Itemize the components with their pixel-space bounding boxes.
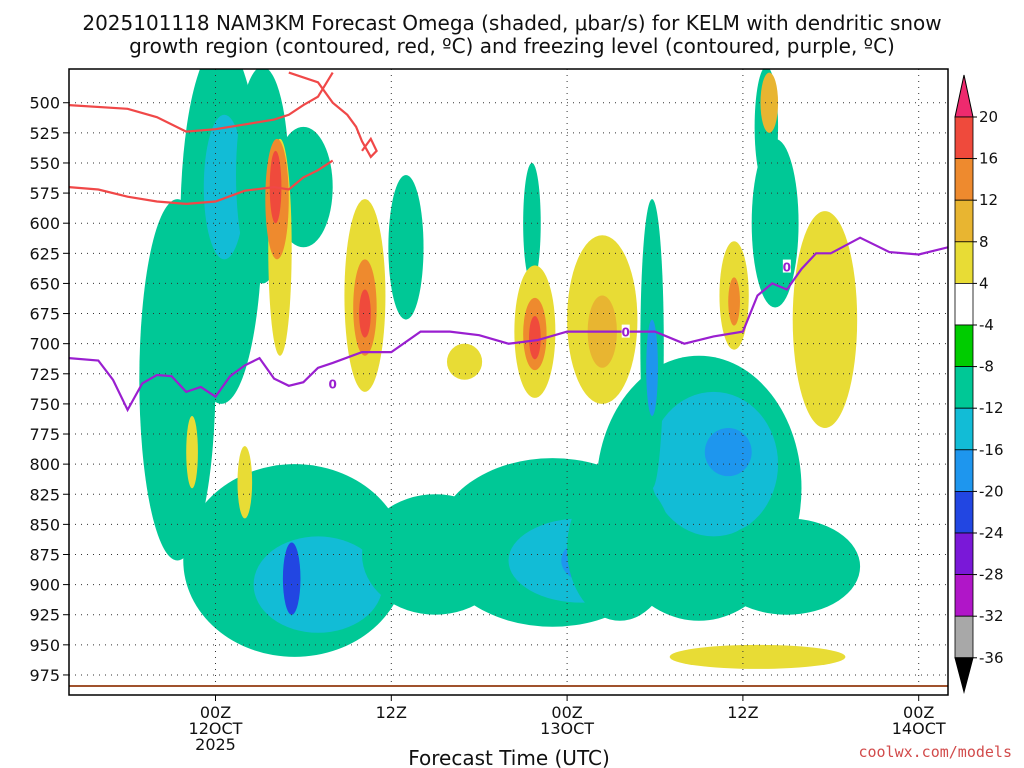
colorbar-segment-6 (954, 324, 974, 367)
omega-cell-38 (669, 644, 846, 669)
y-tick-label-850: 850 (29, 515, 60, 534)
colorbar-label-9: -20 (979, 482, 1004, 500)
y-tick-label-525: 525 (29, 124, 60, 143)
colorbar-bottom-arrow (954, 657, 974, 694)
dgz-contour-1 (69, 159, 334, 206)
colorbar: 20 16 12 8 4 -4 -8 -12 -16 -20 -24 -28 -32 -36 (954, 74, 1004, 694)
y-tick-label-650: 650 (29, 274, 60, 293)
chart-title-line1: 2025101118 NAM3KM Forecast Omega (shaded… (82, 11, 941, 35)
x-tick-label-4-0: 00Z (903, 703, 934, 722)
chart-title-line2: growth region (contoured, red, ºC) and f… (129, 34, 895, 58)
colorbar-label-12: -32 (979, 607, 1004, 625)
freezing-label-bg-2 (782, 259, 791, 273)
x-tick-label-0-2: 2025 (195, 735, 236, 754)
ground-terrain-band (69, 685, 948, 687)
y-tick-label-750: 750 (29, 395, 60, 414)
omega-cell-17 (646, 319, 658, 416)
y-tick-label-600: 600 (29, 214, 60, 233)
y-tick-label-925: 925 (29, 606, 60, 625)
grid-lines (69, 69, 948, 687)
x-tick-label-0-1: 12OCT (189, 719, 243, 738)
y-axis-ticks: 500 525 550 575 600 625 650 675 700 725 750 775 800 8… (29, 94, 69, 685)
colorbar-segment-8 (954, 407, 974, 451)
colorbar-label-8: -16 (979, 441, 1004, 459)
omega-cell-15 (704, 427, 752, 477)
omega-cell-22 (567, 476, 673, 621)
colorbar-label-2: 12 (979, 191, 998, 209)
colorbar-label-11: -28 (979, 566, 1004, 584)
colorbar-segment-13 (954, 615, 974, 659)
colorbar-label-6: -8 (979, 358, 994, 376)
x-tick-label-2-1: 13OCT (540, 719, 594, 738)
omega-cell-31 (529, 315, 541, 360)
colorbar-label-10: -24 (979, 524, 1004, 542)
y-tick-label-800: 800 (29, 455, 60, 474)
x-tick-label-4-1: 14OCT (892, 719, 946, 738)
omega-cell-40 (237, 446, 253, 519)
x-tick-label-3-0: 12Z (727, 703, 758, 722)
plot-frame (68, 68, 949, 696)
y-tick-label-700: 700 (29, 335, 60, 354)
omega-cell-39 (186, 415, 198, 489)
colorbar-segment-4 (954, 241, 974, 284)
colorbar-segment-3 (954, 199, 974, 243)
y-tick-label-950: 950 (29, 636, 60, 655)
freezing-level-line (69, 236, 948, 413)
omega-cell-36 (792, 211, 858, 428)
y-tick-label-825: 825 (29, 485, 60, 504)
freezing-label-bg-1 (621, 324, 630, 338)
omega-cell-5 (388, 175, 424, 320)
y-tick-label-975: 975 (29, 666, 60, 685)
colorbar-label-5: -4 (979, 316, 994, 334)
y-tick-label-625: 625 (29, 244, 60, 263)
y-tick-label-900: 900 (29, 576, 60, 595)
y-tick-label-550: 550 (29, 154, 60, 173)
colorbar-label-3: 8 (979, 233, 989, 251)
colorbar-label-0: 20 (979, 108, 998, 126)
x-tick-label-1-0: 12Z (376, 703, 407, 722)
omega-cell-28 (359, 289, 371, 338)
colorbar-top-arrow (954, 74, 974, 118)
x-tick-label-2-0: 00Z (551, 703, 582, 722)
y-tick-label-500: 500 (29, 94, 60, 113)
omega-cell-21 (713, 518, 861, 615)
y-tick-label-675: 675 (29, 305, 60, 324)
omega-cell-37 (760, 72, 779, 133)
freezing-label-bg-0 (328, 376, 337, 390)
colorbar-segment-9 (954, 449, 974, 492)
dgz-contour-2 (288, 71, 378, 159)
freezing-level-label-2: 0 (783, 261, 791, 275)
dgz-contour-0 (69, 72, 334, 133)
omega-cell-41 (446, 343, 483, 380)
x-tick-label-0-0: 00Z (200, 703, 231, 722)
y-tick-label-725: 725 (29, 365, 60, 384)
omega-cell-2 (203, 114, 245, 260)
dendritic-growth-contours (69, 71, 378, 206)
freezing-level-contour: 0 0 0 (69, 236, 948, 413)
y-tick-label-775: 775 (29, 425, 60, 444)
omega-shading (139, 69, 861, 669)
freezing-level-label-1: 0 (622, 326, 630, 340)
colorbar-segment-7 (954, 366, 974, 409)
colorbar-segment-11 (954, 532, 974, 575)
x-axis-label: Forecast Time (UTC) (408, 746, 610, 768)
colorbar-segment-10 (954, 490, 974, 534)
colorbar-label-1: 16 (979, 150, 998, 168)
plot-area: 0 0 0 (69, 69, 948, 687)
y-tick-label-875: 875 (29, 545, 60, 564)
colorbar-label-13: -36 (979, 649, 1004, 667)
credit-watermark: coolwx.com/models (858, 743, 1012, 761)
colorbar-segment-5 (954, 282, 974, 326)
colorbar-segment-1 (954, 116, 974, 159)
y-tick-label-575: 575 (29, 184, 60, 203)
colorbar-label-7: -12 (979, 399, 1004, 417)
omega-cell-8 (282, 542, 301, 615)
colorbar-segment-12 (954, 574, 974, 617)
freezing-level-label-0: 0 (329, 377, 337, 391)
colorbar-segment-2 (954, 158, 974, 201)
omega-cell-35 (728, 277, 740, 326)
colorbar-label-4: 4 (979, 274, 989, 292)
